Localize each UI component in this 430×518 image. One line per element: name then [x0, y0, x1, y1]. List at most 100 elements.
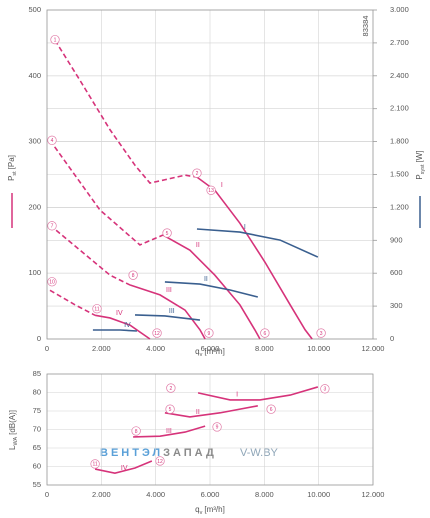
x-tick-label: 12.000: [362, 490, 385, 499]
pressure-curve: [49, 224, 131, 286]
y2-tick-label: 900: [390, 235, 403, 244]
y2-tick-label: 2.100: [390, 104, 409, 113]
curve-label: II: [204, 276, 208, 283]
point-marker-label: 6: [263, 331, 266, 337]
x-tick-label: 0: [45, 344, 49, 353]
y2-tick-label: 0: [390, 334, 394, 343]
pressure-curve: [133, 425, 206, 438]
point-marker-label: 8: [135, 429, 138, 435]
point-marker: [155, 456, 165, 466]
point-marker-label: 2: [169, 386, 172, 392]
x-tick-label: 4.000: [146, 344, 165, 353]
pressure-curve: [197, 386, 319, 401]
point-marker: [47, 221, 57, 231]
point-marker-label: 13: [208, 188, 214, 194]
point-marker-label: 5: [169, 407, 172, 413]
axis-label-unit: [dB(A)]: [8, 410, 17, 435]
y2-tick-label: 1.200: [390, 202, 409, 211]
pressure-curve: [164, 405, 258, 418]
x-tick-label: 2.000: [92, 490, 111, 499]
pressure-curve: [196, 176, 313, 340]
x-tick-label: 12.000: [362, 344, 385, 353]
point-marker-label: 5: [166, 231, 169, 237]
y-tick-label: 0: [37, 334, 41, 343]
x-tick-label: 6.000: [201, 490, 220, 499]
y-tick-label: 400: [28, 71, 41, 80]
point-marker-label: 7: [51, 224, 54, 230]
point-marker-label: 2: [196, 171, 199, 177]
watermark-brand2: ЗАПАД: [163, 447, 217, 459]
point-marker: [128, 270, 138, 280]
point-marker: [131, 426, 141, 436]
pressure-curve: [49, 289, 96, 317]
x-tick-label: 8.000: [255, 344, 274, 353]
y-tick-label: 300: [28, 137, 41, 146]
y-tick-label: 80: [33, 387, 41, 396]
curve-label: II: [196, 409, 200, 416]
point-marker-label: 3: [324, 387, 327, 393]
axis-label-sub: syst: [420, 164, 426, 174]
point-marker-label: 12: [154, 331, 160, 337]
x-tick-label: 2.000: [92, 344, 111, 353]
axis-label-sub: WA: [13, 437, 19, 446]
axis-label-unit: [m³/h]: [204, 347, 224, 356]
point-marker-label: 6: [270, 407, 273, 413]
x-tick-label: 10.000: [307, 344, 330, 353]
curve-label: III: [169, 308, 175, 315]
power-curve: [92, 329, 137, 332]
y-tick-label: 500: [28, 5, 41, 14]
curve-label: I: [244, 224, 246, 231]
point-marker-label: 9: [216, 425, 219, 431]
pressure-curve: [94, 460, 153, 474]
y-tick-label: 55: [33, 480, 41, 489]
plot-frame: [46, 9, 374, 340]
point-marker: [192, 168, 202, 178]
x-tick-label: 6.000: [201, 344, 220, 353]
axis-label-unit: [Pa]: [7, 155, 16, 169]
power-curve: [196, 228, 319, 258]
axis-label: qv [m³/h]: [195, 347, 225, 358]
axis-label-main: q: [195, 505, 199, 514]
x-tick-label: 8.000: [255, 490, 274, 499]
y2-tick-label: 2.700: [390, 38, 409, 47]
y-tick-label: 60: [33, 461, 41, 470]
axis-label: qv [m³/h]: [195, 505, 225, 516]
x-tick-label: 10.000: [307, 490, 330, 499]
point-marker: [320, 384, 330, 394]
pressure-curve: [49, 139, 164, 246]
chart-code: 83384: [361, 16, 370, 37]
point-marker-label: 9: [208, 331, 211, 337]
watermark-brand: ВЕНТЭЛ: [100, 447, 163, 459]
point-marker: [47, 277, 57, 287]
axis-label-sub: v: [200, 352, 203, 358]
point-marker-label: 10: [49, 280, 55, 286]
point-marker-label: 11: [94, 307, 99, 313]
axis-label-main: P: [415, 174, 424, 179]
watermark: ВЕНТЭЛЗАПАД: [100, 447, 217, 459]
point-marker: [92, 304, 102, 314]
point-marker: [152, 328, 162, 338]
curve-label: III: [166, 428, 172, 435]
pressure-curve: [54, 39, 198, 184]
point-marker: [50, 34, 60, 45]
point-marker-label: 1: [54, 37, 57, 43]
axis-label-unit: [W]: [415, 150, 424, 162]
y2-tick-label: 2.400: [390, 71, 409, 80]
y-tick-label: 200: [28, 202, 41, 211]
point-marker-label: 3: [320, 331, 323, 337]
y2-tick-label: 1.500: [390, 169, 409, 178]
pressure-curve: [94, 314, 151, 340]
y-tick-label: 85: [33, 369, 41, 378]
axis-label-sub: v: [200, 510, 203, 516]
pressure-curve: [129, 284, 206, 340]
y2-tick-label: 1.800: [390, 137, 409, 146]
y-tick-label: 70: [33, 424, 41, 433]
point-marker: [266, 404, 276, 414]
x-tick-label: 4.000: [146, 490, 165, 499]
power-curve: [164, 281, 259, 298]
power-curve: [134, 314, 201, 321]
curve-label: I: [221, 182, 223, 189]
y-tick-label: 65: [33, 443, 41, 452]
curve-label: IV: [121, 465, 128, 472]
